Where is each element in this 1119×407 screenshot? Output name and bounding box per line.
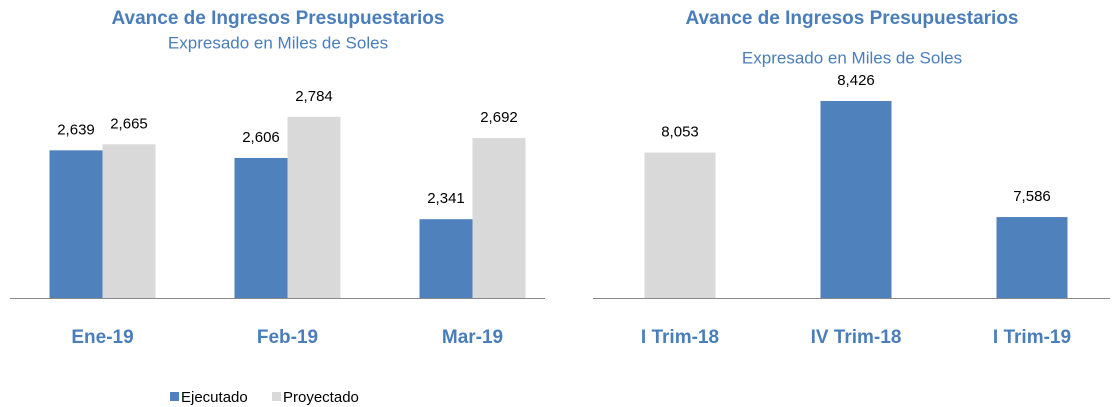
chart-title: Avance de Ingresos Presupuestarios bbox=[112, 8, 445, 29]
bar bbox=[820, 101, 892, 298]
legend-swatch bbox=[170, 392, 179, 401]
legend-swatch bbox=[272, 392, 281, 401]
bar bbox=[49, 150, 103, 298]
value-label: 8,053 bbox=[661, 124, 699, 141]
value-label: 2,341 bbox=[427, 190, 465, 207]
chart-subtitle: Expresado en Miles de Soles bbox=[168, 33, 388, 52]
x-tick-label: Mar-19 bbox=[442, 327, 503, 348]
value-label: 7,586 bbox=[1013, 188, 1051, 205]
bar bbox=[419, 219, 473, 298]
bar bbox=[472, 138, 526, 298]
value-label: 2,665 bbox=[110, 115, 148, 132]
bar bbox=[996, 217, 1068, 298]
value-label: 2,784 bbox=[295, 88, 333, 105]
x-tick-label: I Trim-19 bbox=[993, 327, 1071, 348]
chart-subtitle: Expresado en Miles de Soles bbox=[742, 48, 962, 67]
value-label: 2,606 bbox=[242, 129, 280, 146]
chart-title: Avance de Ingresos Presupuestarios bbox=[686, 8, 1019, 29]
value-label: 2,692 bbox=[480, 109, 518, 126]
value-label: 8,426 bbox=[837, 72, 875, 89]
x-tick-label: Ene-19 bbox=[71, 327, 133, 348]
bar bbox=[102, 144, 156, 298]
x-tick-label: Feb-19 bbox=[257, 327, 318, 348]
bar bbox=[234, 157, 288, 298]
x-tick-label: I Trim-18 bbox=[641, 327, 719, 348]
legend-label: Ejecutado bbox=[181, 389, 248, 406]
x-tick-label: IV Trim-18 bbox=[811, 327, 902, 348]
bar bbox=[287, 116, 341, 298]
legend-label: Proyectado bbox=[283, 389, 359, 406]
value-label: 2,639 bbox=[57, 121, 95, 138]
bar bbox=[644, 152, 716, 298]
